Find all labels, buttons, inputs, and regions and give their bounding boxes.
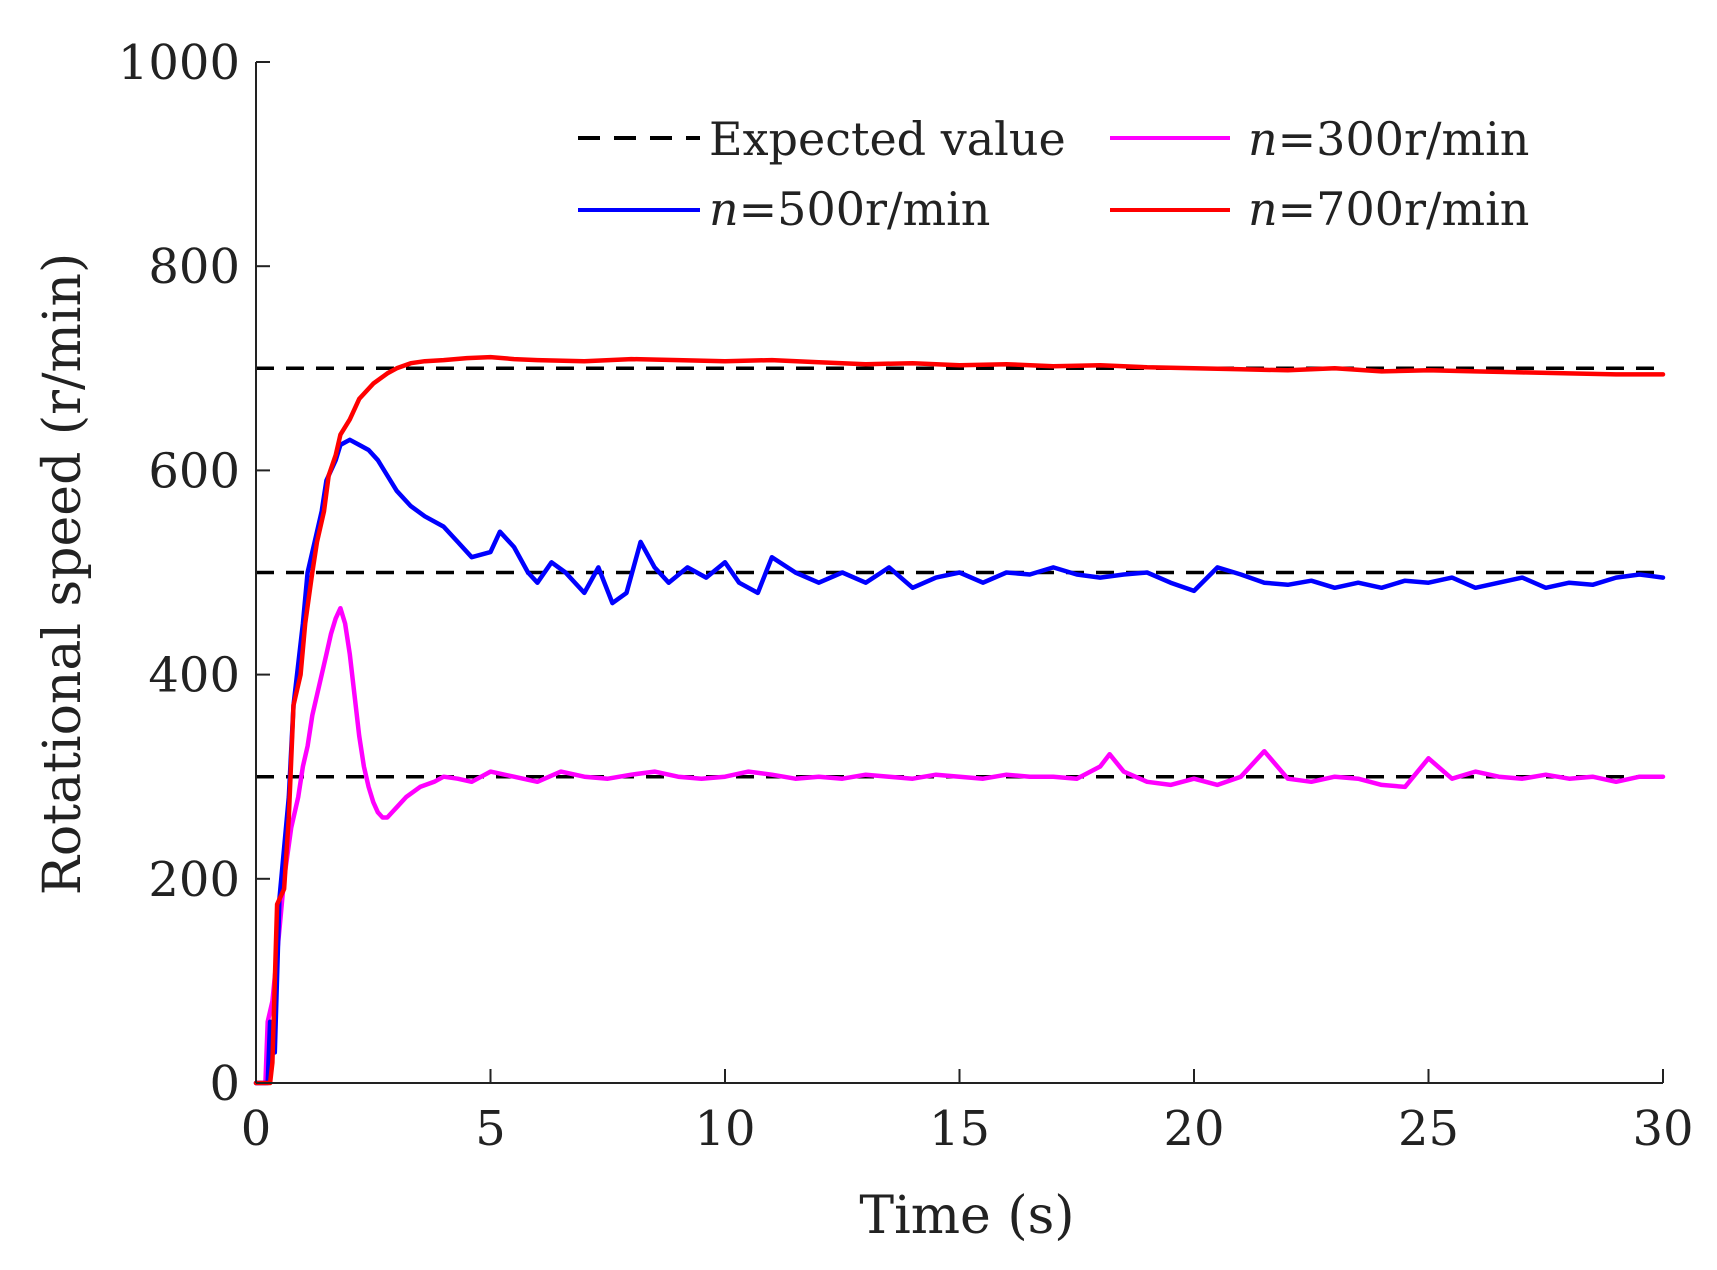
x-axis-title: Time (s) (859, 1186, 1074, 1246)
x-tick-label: 20 (1163, 1101, 1224, 1157)
y-tick-label: 0 (209, 1056, 240, 1112)
x-tick-label: 25 (1398, 1101, 1459, 1157)
y-tick-label: 400 (148, 648, 240, 704)
legend-label-n300-rest: =300r/min (1278, 112, 1530, 166)
tick-marks-and-labels: 0 5 10 15 20 25 30 0 200 400 600 800 1000 (118, 35, 1694, 1157)
legend-label-n700-italic: n (1248, 182, 1278, 236)
y-tick-label: 600 (148, 443, 240, 499)
series-lines (253, 354, 1666, 1086)
legend: Expected value n=300r/min n=500r/min n=7… (578, 112, 1529, 236)
x-tick-label: 10 (694, 1101, 755, 1157)
series-line-1 (253, 437, 1666, 1086)
y-tick-label: 1000 (118, 35, 240, 91)
legend-label-expected-value: Expected value (709, 112, 1066, 166)
legend-label-n500-rest: =500r/min (739, 182, 991, 236)
x-tick-label: 0 (241, 1101, 272, 1157)
y-axis-title: Rotational speed (r/min) (33, 253, 93, 896)
legend-label-n500-italic: n (709, 182, 739, 236)
x-tick-label: 15 (929, 1101, 990, 1157)
y-tick-label: 200 (148, 852, 240, 908)
legend-label-n700-rest: =700r/min (1278, 182, 1530, 236)
legend-label-n300: n=300r/min (1248, 112, 1529, 166)
series-line-2 (253, 354, 1666, 1086)
y-tick-label: 800 (148, 239, 240, 295)
x-tick-label: 5 (475, 1101, 506, 1157)
legend-label-n300-italic: n (1248, 112, 1278, 166)
legend-label-n500: n=500r/min (709, 182, 990, 236)
legend-label-n700: n=700r/min (1248, 182, 1529, 236)
series-line-0 (253, 605, 1666, 1086)
x-tick-label: 30 (1632, 1101, 1693, 1157)
